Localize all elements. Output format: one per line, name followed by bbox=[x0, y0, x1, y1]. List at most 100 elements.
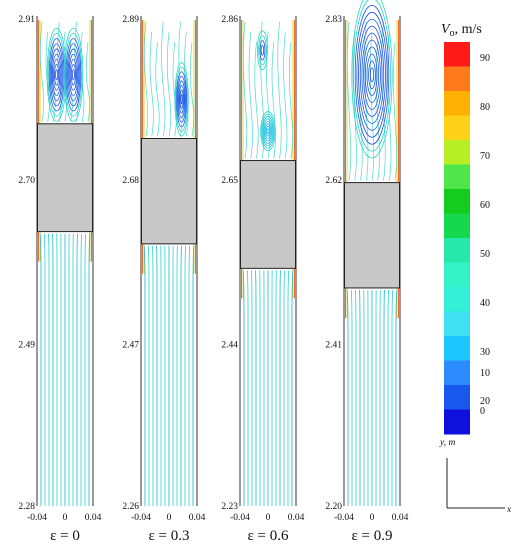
wake-streamline bbox=[352, 31, 357, 181]
legend-swatch bbox=[444, 311, 470, 337]
legend-swatch bbox=[444, 238, 470, 263]
vortex-ring bbox=[258, 35, 267, 66]
wake-streamline bbox=[45, 31, 50, 122]
legend-level-label: 0 bbox=[480, 406, 485, 417]
y-tick-label: 2.44 bbox=[221, 340, 238, 350]
streamline bbox=[147, 245, 150, 506]
vortex-ring bbox=[51, 53, 62, 96]
obstacle-block bbox=[240, 160, 296, 269]
vortex-ring bbox=[263, 120, 273, 142]
legend-swatch bbox=[444, 287, 470, 312]
wake-streamline bbox=[189, 41, 195, 137]
vortex-ring bbox=[69, 58, 77, 91]
y-tick-label: 2.26 bbox=[122, 502, 139, 512]
vortex-ring bbox=[358, 18, 386, 131]
legend-level-label: 60 bbox=[480, 200, 490, 211]
wake-streamline bbox=[254, 41, 259, 159]
y-tick-label: 2.49 bbox=[18, 340, 35, 350]
streamline bbox=[355, 289, 357, 506]
vortex-ring bbox=[63, 27, 84, 122]
vortex-ring bbox=[256, 30, 268, 71]
wake-streamline bbox=[166, 31, 172, 137]
streamline bbox=[287, 270, 290, 506]
legend-swatch bbox=[444, 360, 470, 386]
wake-streamline bbox=[381, 21, 386, 181]
y-tick-label: 2.23 bbox=[221, 502, 238, 512]
vortex-ring bbox=[262, 116, 274, 147]
legend-swatch bbox=[444, 66, 470, 92]
wake-streamline bbox=[288, 41, 294, 159]
vortex-ring bbox=[264, 123, 272, 139]
axes-indicator: y, m x bbox=[439, 438, 512, 515]
streamline bbox=[88, 233, 91, 506]
vortex-ring bbox=[263, 118, 273, 144]
streamline bbox=[387, 289, 389, 506]
wake-streamline bbox=[283, 31, 288, 159]
streamline bbox=[251, 270, 253, 506]
legend-level-label: 80 bbox=[480, 102, 490, 113]
y-tick-label: 2.89 bbox=[122, 15, 139, 25]
panels-group: 2.912.702.492.28-0.04 0 0.04ε = 02.892.682… bbox=[18, 0, 409, 544]
x-tick-label: 0 bbox=[266, 513, 271, 523]
streamline bbox=[242, 270, 245, 506]
vortex-ring bbox=[54, 64, 60, 86]
legend-swatch bbox=[444, 189, 470, 214]
panel-caption: ε = 0.6 bbox=[247, 528, 289, 544]
vortex-ring bbox=[364, 46, 380, 103]
x-tick-label: 0 bbox=[63, 513, 68, 523]
wake-streamline bbox=[277, 21, 282, 159]
x-tick-label: -0.04 bbox=[334, 513, 354, 523]
vortex-ring bbox=[177, 75, 187, 123]
wake-streamline bbox=[155, 41, 160, 137]
legend-title-subscript: o bbox=[450, 28, 455, 39]
legend-swatch bbox=[444, 140, 470, 165]
streamline bbox=[43, 233, 46, 506]
x-tick-label: 0 bbox=[370, 513, 375, 523]
y-tick-label: 2.86 bbox=[221, 15, 238, 25]
vortex-ring bbox=[179, 89, 184, 109]
wake-streamline bbox=[271, 41, 276, 159]
y-tick-label: 2.47 bbox=[122, 340, 139, 350]
vortex-ring bbox=[363, 39, 381, 110]
vortex-ring bbox=[71, 69, 75, 81]
vortex-ring bbox=[368, 60, 376, 90]
wake-streamline bbox=[369, 31, 375, 181]
panel-eps06: 2.86 2.65 2.44 2.23-0.04 0 0.04 ε = 0.6 bbox=[221, 15, 304, 544]
panel-caption: ε = 0.9 bbox=[351, 528, 392, 544]
panel-caption: ε = 0.3 bbox=[148, 528, 189, 544]
vortex-ring bbox=[260, 44, 265, 56]
vortex-ring bbox=[65, 38, 82, 112]
vortex-ring bbox=[67, 48, 80, 102]
panel-caption: ε = 0 bbox=[50, 528, 80, 544]
legend-level-label: 10 bbox=[480, 368, 490, 379]
wake-streamline bbox=[242, 21, 248, 159]
legend-title: Vo, m/s bbox=[441, 22, 482, 39]
streamline bbox=[291, 270, 294, 506]
vortex-ring bbox=[366, 53, 378, 97]
vortex-ring bbox=[55, 69, 59, 81]
obstacle-block bbox=[141, 138, 197, 245]
legend-level-label: 50 bbox=[480, 249, 490, 260]
legend-swatch bbox=[444, 115, 470, 141]
vortex-ring bbox=[177, 80, 186, 119]
y-tick-label: 2.65 bbox=[221, 176, 238, 186]
legend-swatch bbox=[444, 213, 470, 239]
vortex-ring bbox=[266, 128, 270, 134]
x-tick-label: 0.04 bbox=[392, 513, 409, 523]
x-tick-label: 0.04 bbox=[189, 513, 206, 523]
streamline bbox=[152, 245, 154, 506]
y-tick-label: 2.41 bbox=[325, 340, 342, 350]
legend-color-scale: 90 80 70 60 50 40 30 20 10 0 bbox=[444, 42, 490, 435]
wake-streamline bbox=[375, 41, 380, 181]
vortex-ring bbox=[356, 11, 388, 138]
x-tick-label: -0.04 bbox=[131, 513, 151, 523]
vortex-ring bbox=[361, 32, 383, 117]
vortex-ring bbox=[50, 48, 63, 102]
legend-level-label: 70 bbox=[480, 151, 490, 162]
vortex-ring bbox=[178, 85, 185, 114]
vortex-ring bbox=[53, 58, 61, 91]
velocity-legend: Vo, m/s 90 80 70 60 50 40 30 20 10 0 bbox=[441, 22, 490, 435]
legend-swatch bbox=[444, 164, 470, 190]
x-tick-label: 0 bbox=[167, 513, 172, 523]
